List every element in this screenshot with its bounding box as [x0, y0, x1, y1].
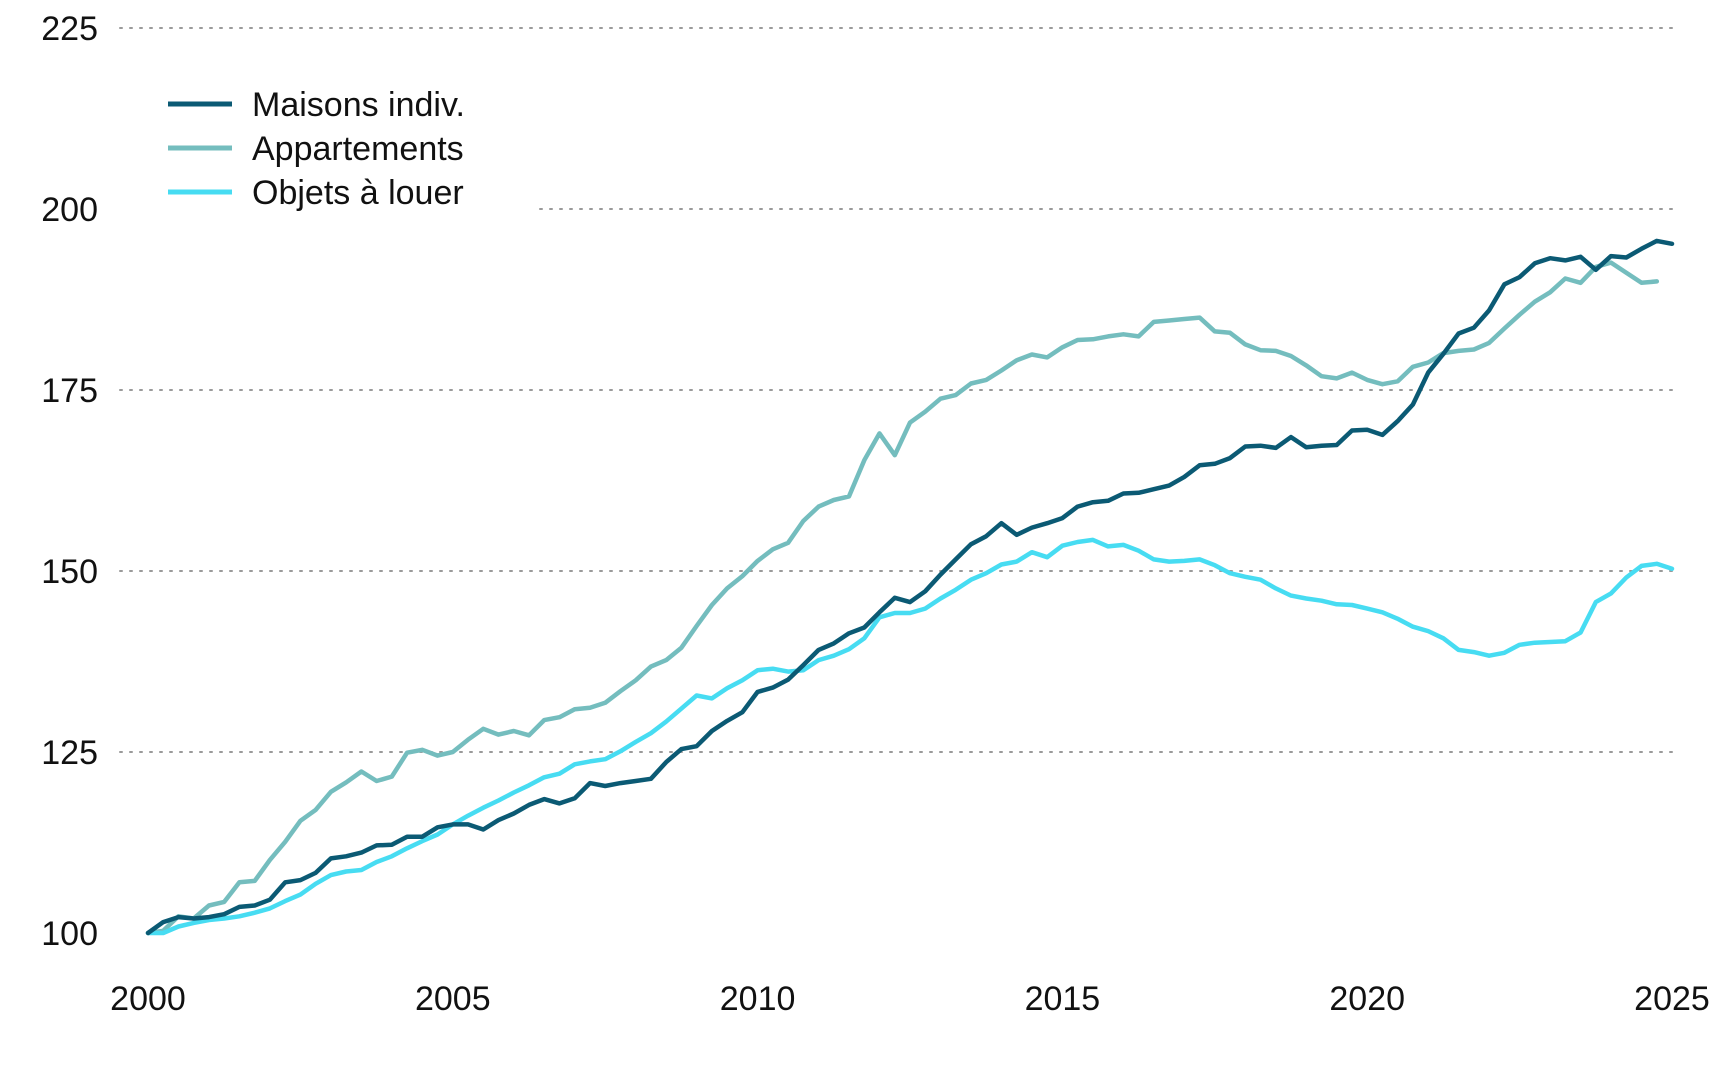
series-line-appartements [145, 260, 1660, 936]
gridlines [119, 27, 1681, 753]
series-line-maisons [145, 238, 1675, 936]
y-axis-ticks: 100 125 150 175 200 225 [41, 10, 98, 953]
y-tick-label: 200 [41, 191, 98, 229]
y-tick-label: 150 [41, 553, 98, 591]
legend: Maisons indiv. Appartements Objets à louer [168, 86, 465, 212]
legend-label: Maisons indiv. [252, 86, 465, 124]
x-tick-label: 2005 [415, 980, 491, 1018]
x-axis-ticks: 2000 2005 2010 2015 2020 2025 [110, 980, 1710, 1018]
y-tick-label: 175 [41, 372, 98, 410]
x-tick-label: 2015 [1025, 980, 1101, 1018]
x-tick-label: 2025 [1634, 980, 1710, 1018]
legend-label: Objets à louer [252, 174, 464, 212]
legend-label: Appartements [252, 130, 464, 168]
y-tick-label: 225 [41, 10, 98, 48]
y-tick-label: 125 [41, 734, 98, 772]
series-lines [145, 238, 1675, 936]
x-tick-label: 2000 [110, 980, 186, 1018]
x-tick-label: 2010 [720, 980, 796, 1018]
y-tick-label: 100 [41, 915, 98, 953]
series-line-objets-a-louer [145, 537, 1675, 936]
x-tick-label: 2020 [1329, 980, 1405, 1018]
